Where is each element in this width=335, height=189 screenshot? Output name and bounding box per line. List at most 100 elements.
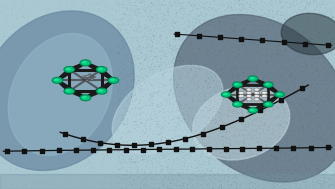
Point — [108, 119, 113, 122]
Point — [328, 28, 334, 31]
Point — [144, 179, 150, 182]
Point — [128, 166, 134, 169]
Point — [154, 103, 159, 106]
Point — [185, 134, 190, 137]
Point — [88, 84, 93, 87]
Point — [235, 58, 241, 61]
Point — [283, 86, 288, 89]
Point — [123, 132, 129, 135]
Point — [201, 160, 207, 163]
Point — [13, 2, 18, 5]
Point — [123, 60, 129, 63]
Point — [30, 113, 36, 116]
Point — [295, 182, 300, 185]
Point — [235, 146, 241, 149]
Point — [283, 34, 288, 37]
Point — [61, 158, 67, 161]
Point — [203, 18, 208, 21]
Point — [250, 183, 255, 186]
Point — [219, 3, 225, 6]
Point — [177, 110, 182, 113]
Point — [57, 156, 62, 159]
Point — [278, 98, 283, 101]
Point — [203, 69, 209, 72]
Point — [231, 95, 236, 98]
Point — [117, 61, 122, 64]
Point — [311, 135, 316, 138]
Point — [322, 26, 327, 29]
Point — [283, 1, 288, 4]
Point — [280, 5, 285, 8]
Point — [331, 42, 335, 45]
Point — [291, 165, 297, 168]
Point — [186, 163, 191, 166]
Point — [58, 13, 64, 16]
Point — [288, 102, 293, 105]
Point — [6, 16, 11, 19]
Point — [264, 30, 270, 33]
Point — [86, 131, 91, 134]
Point — [116, 155, 121, 158]
Point — [275, 32, 280, 35]
Point — [250, 98, 256, 101]
Point — [253, 112, 258, 115]
Point — [127, 52, 132, 55]
Point — [332, 136, 335, 139]
Point — [1, 153, 6, 156]
Point — [46, 9, 51, 12]
Point — [124, 169, 130, 172]
Point — [266, 159, 272, 162]
Point — [320, 174, 325, 177]
Point — [46, 46, 52, 49]
Point — [281, 170, 286, 173]
Point — [317, 110, 323, 113]
Point — [203, 14, 208, 17]
Point — [197, 99, 202, 102]
Point — [90, 94, 95, 97]
Point — [283, 50, 288, 53]
Point — [174, 11, 179, 14]
Point — [269, 184, 275, 187]
Point — [161, 137, 166, 140]
Point — [313, 77, 319, 80]
Point — [330, 28, 335, 31]
Point — [5, 116, 11, 119]
Point — [164, 101, 170, 105]
Point — [330, 69, 335, 72]
Point — [73, 30, 78, 33]
Point — [208, 97, 214, 100]
Point — [249, 121, 254, 124]
Point — [176, 59, 182, 62]
Point — [211, 69, 217, 72]
Point — [223, 147, 228, 150]
Point — [321, 85, 326, 88]
Point — [264, 61, 270, 64]
Point — [165, 115, 170, 118]
Point — [323, 143, 329, 146]
Point — [279, 151, 284, 154]
Point — [217, 20, 222, 23]
Point — [285, 60, 290, 63]
Point — [190, 118, 196, 121]
Point — [269, 166, 274, 169]
Point — [315, 168, 320, 171]
Point — [182, 124, 187, 127]
Point — [127, 66, 133, 69]
Point — [226, 146, 231, 149]
Point — [238, 168, 244, 171]
Point — [185, 186, 190, 189]
Point — [31, 184, 37, 187]
Point — [188, 180, 194, 184]
Point — [326, 170, 331, 174]
Point — [297, 132, 303, 136]
Point — [164, 103, 170, 106]
Point — [121, 132, 127, 135]
Point — [133, 180, 139, 183]
Point — [283, 166, 289, 169]
Point — [138, 68, 144, 71]
Point — [131, 84, 136, 87]
Point — [233, 115, 239, 118]
Point — [236, 153, 241, 156]
Point — [294, 0, 299, 2]
Point — [154, 103, 159, 106]
